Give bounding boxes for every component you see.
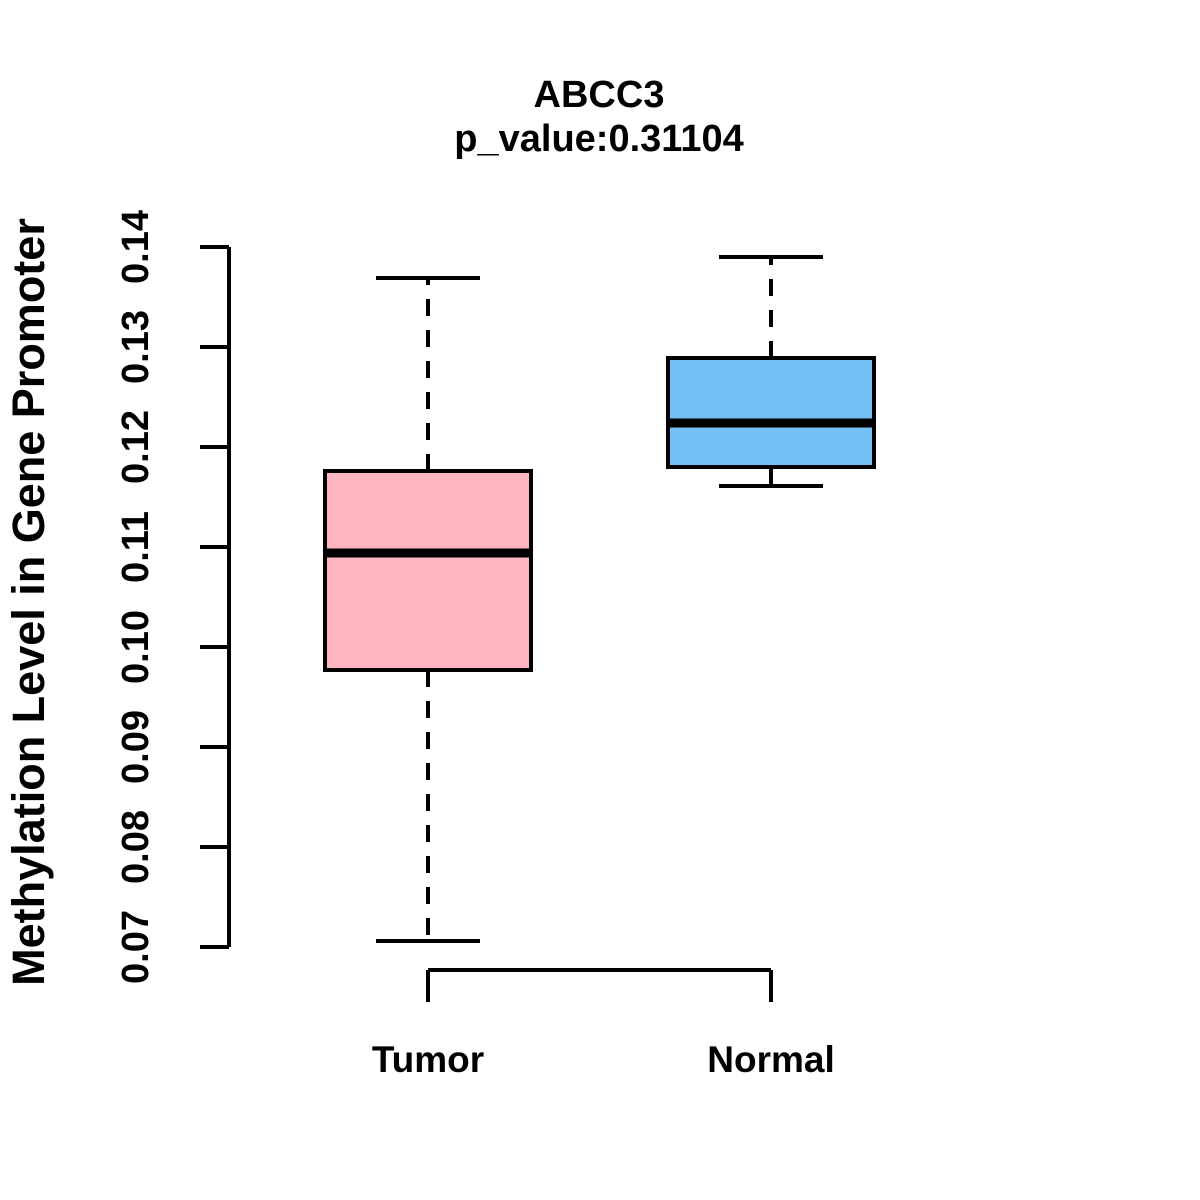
y-tick-label: 0.13 bbox=[115, 310, 157, 384]
x-tick-label-normal: Normal bbox=[707, 1039, 834, 1080]
x-tick-label-tumor: Tumor bbox=[372, 1039, 484, 1080]
tumor-box-group bbox=[323, 276, 533, 943]
normal-iqr-box bbox=[666, 356, 876, 469]
plot-subtitle: p_value:0.31104 bbox=[454, 118, 743, 160]
box-series bbox=[323, 255, 876, 943]
y-tick-label: 0.11 bbox=[115, 511, 157, 583]
y-tick-label: 0.07 bbox=[115, 910, 157, 984]
y-tick-label: 0.08 bbox=[115, 810, 157, 884]
y-tick-label: 0.09 bbox=[115, 710, 157, 784]
y-axis: 0.07 0.08 0.09 0.10 0.11 0.12 0.13 0.14 bbox=[115, 210, 231, 984]
y-tick-label: 0.10 bbox=[115, 610, 157, 684]
x-axis: Tumor Normal bbox=[372, 968, 835, 1080]
normal-box-group bbox=[666, 255, 876, 488]
y-axis-title: Methylation Level in Gene Promoter bbox=[3, 218, 54, 986]
y-tick-label: 0.14 bbox=[115, 210, 157, 284]
tumor-iqr-box bbox=[323, 469, 533, 672]
plot-title: ABCC3 bbox=[534, 74, 665, 116]
y-tick-label: 0.12 bbox=[115, 410, 157, 484]
